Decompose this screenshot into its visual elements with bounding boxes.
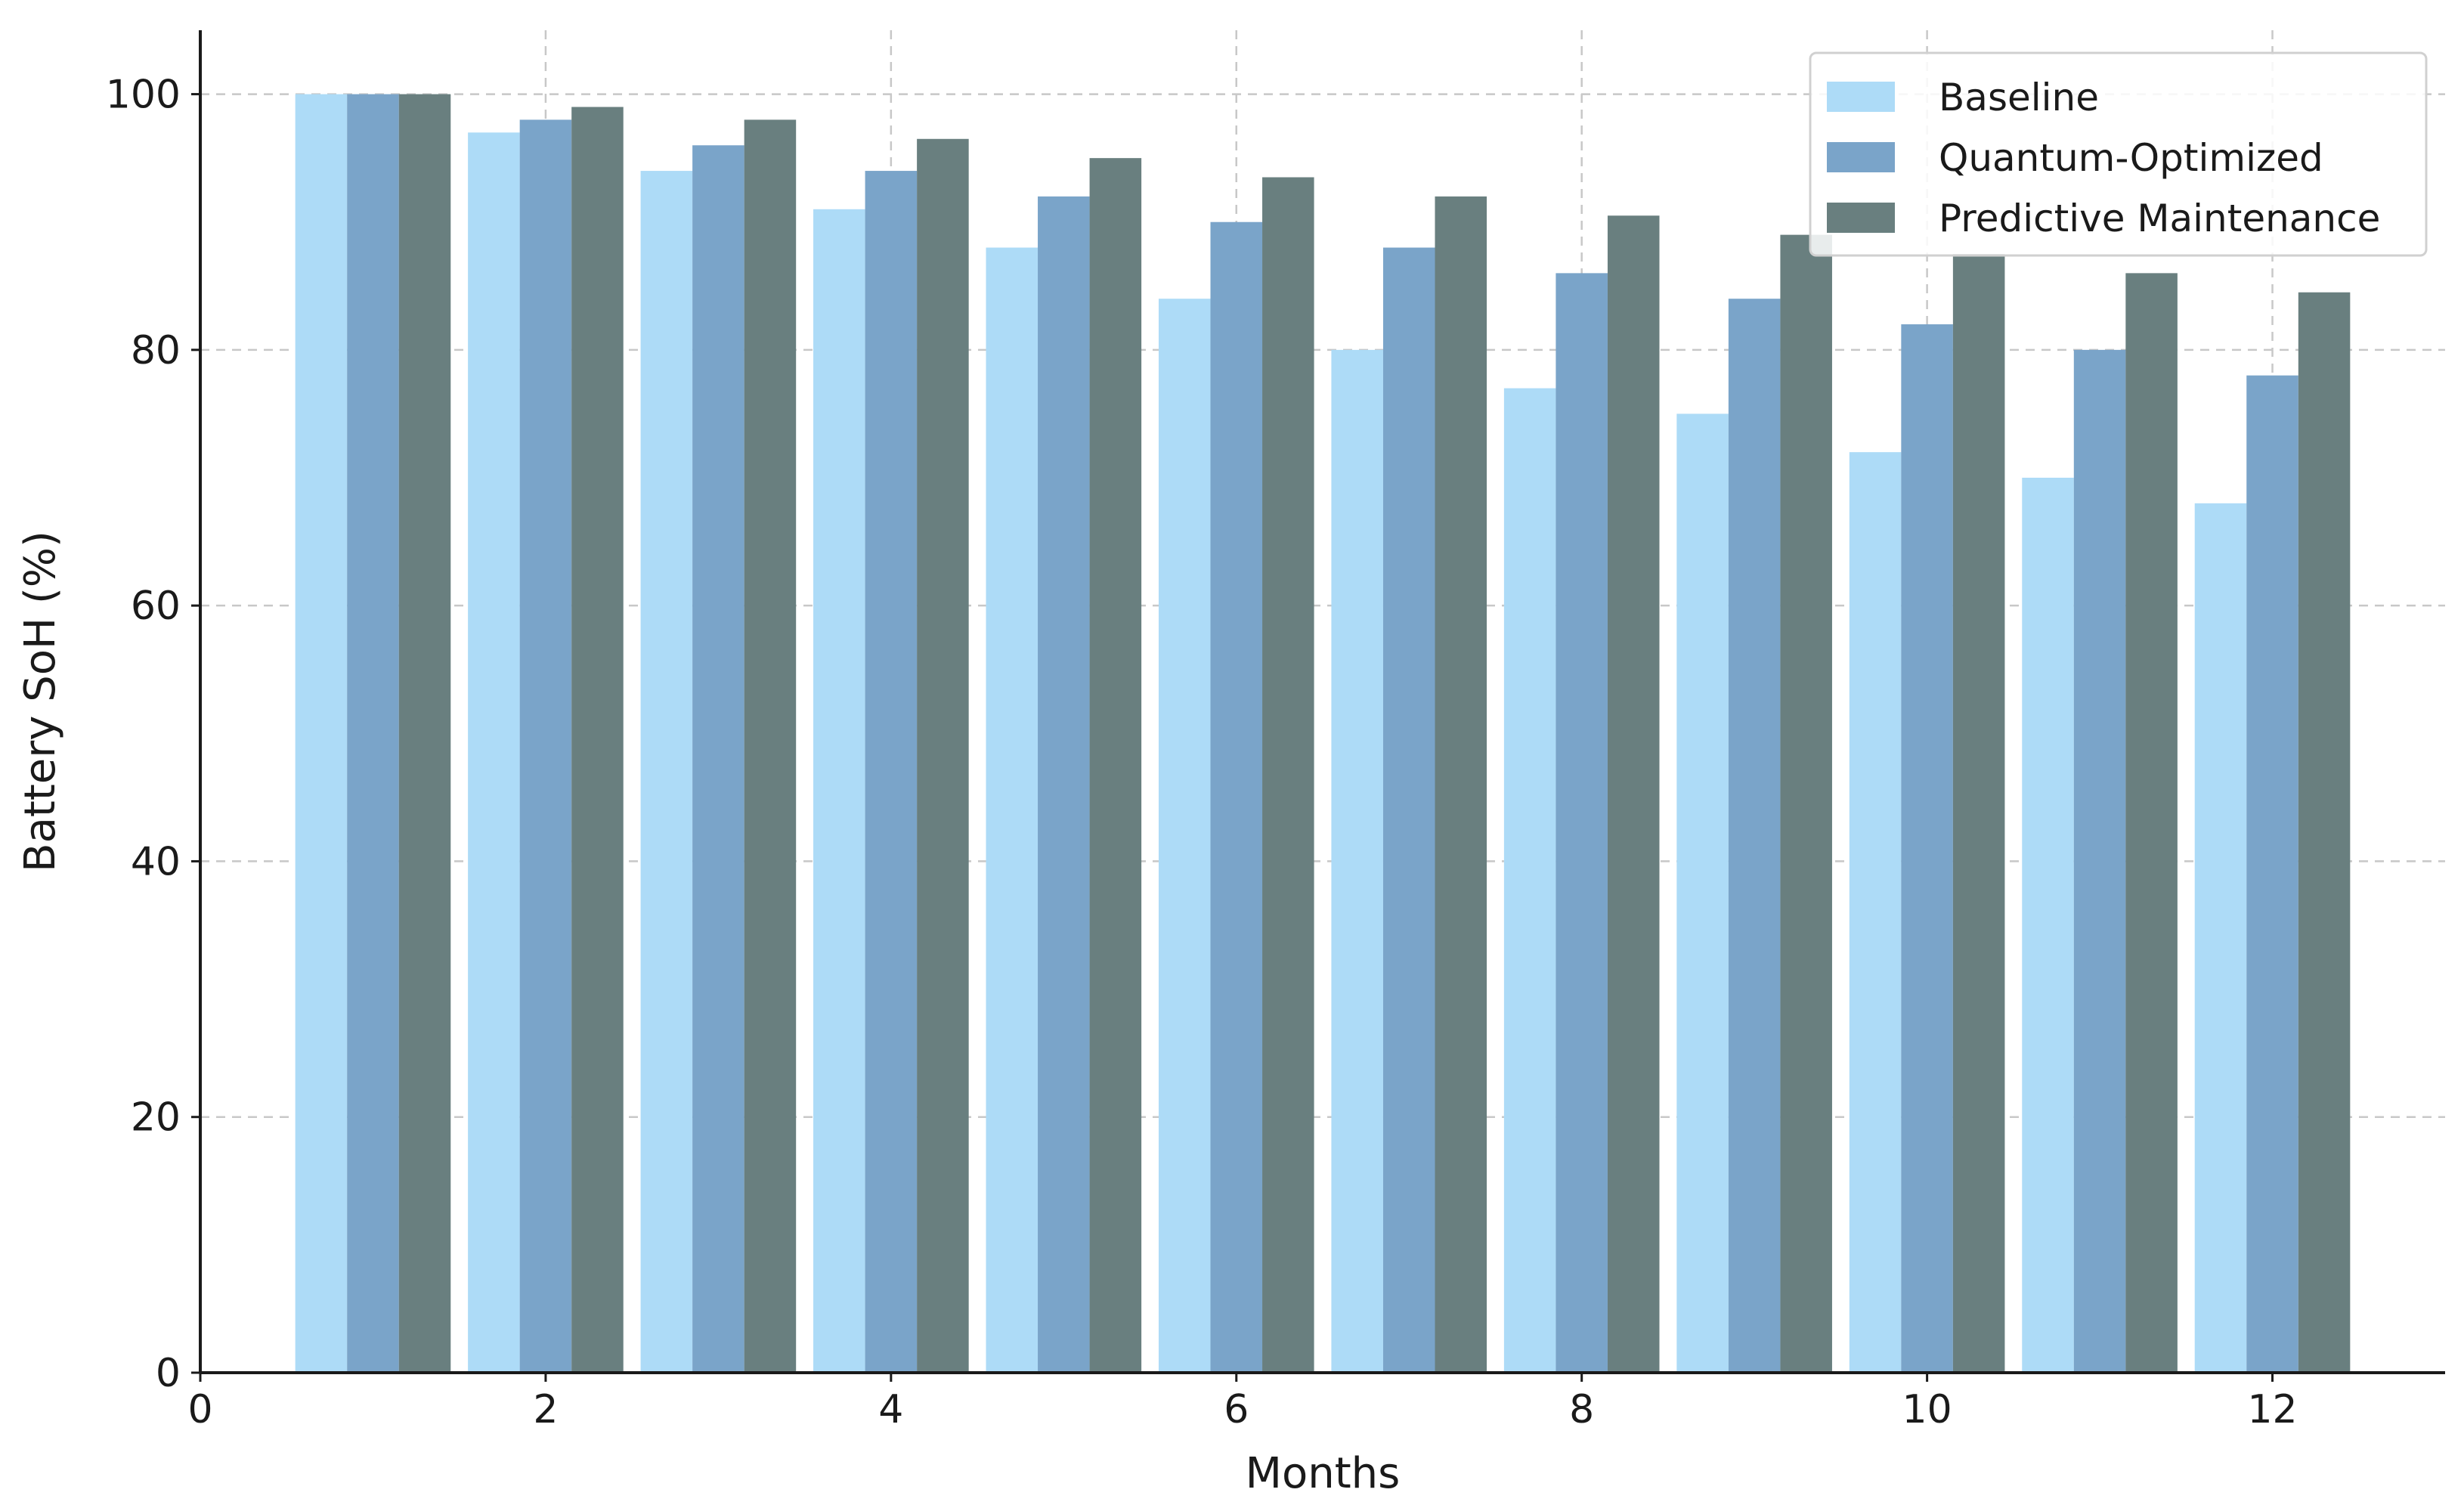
y-tick-label: 80 bbox=[131, 328, 181, 373]
y-tick-label: 100 bbox=[106, 73, 181, 118]
bar-predictive-maintenance-month-12 bbox=[2298, 292, 2351, 1373]
bar-quantum-optimized-month-8 bbox=[1555, 273, 1608, 1373]
legend-label-quantum-optimized: Quantum-Optimized bbox=[1939, 136, 2323, 180]
bar-quantum-optimized-month-6 bbox=[1210, 221, 1263, 1373]
y-tick-label: 60 bbox=[131, 584, 181, 629]
legend-box bbox=[1809, 51, 2428, 257]
legend-label-predictive-maintenance: Predictive Maintenance bbox=[1939, 197, 2380, 240]
bar-predictive-maintenance-month-1 bbox=[398, 94, 451, 1373]
x-tick-label: 0 bbox=[187, 1387, 212, 1432]
axes bbox=[199, 30, 2445, 1374]
bar-baseline-month-8 bbox=[1503, 388, 1556, 1373]
bar-baseline-month-10 bbox=[1849, 452, 1902, 1373]
x-tick-label: 8 bbox=[1569, 1387, 1594, 1432]
y-tick-label: 40 bbox=[131, 839, 181, 884]
legend-swatch-predictive-maintenance bbox=[1827, 203, 1895, 233]
x-tick-label: 10 bbox=[1902, 1387, 1952, 1432]
legend-swatch-quantum-optimized bbox=[1827, 142, 1895, 172]
tick-labels: 0 20 40 60 80 100 0 2 4 6 8 10 12 bbox=[106, 73, 2298, 1432]
y-tick-label: 0 bbox=[156, 1351, 181, 1396]
bar-baseline-month-12 bbox=[2194, 503, 2247, 1373]
bar-predictive-maintenance-month-9 bbox=[1780, 234, 1832, 1373]
bar-predictive-maintenance-month-3 bbox=[744, 119, 797, 1373]
bar-baseline-month-1 bbox=[295, 94, 348, 1373]
bar-predictive-maintenance-month-7 bbox=[1435, 196, 1487, 1373]
legend-swatch-baseline bbox=[1827, 82, 1895, 112]
x-tick-label: 2 bbox=[533, 1387, 558, 1432]
x-tick-label: 4 bbox=[878, 1387, 903, 1432]
bar-baseline-month-7 bbox=[1331, 349, 1383, 1373]
bar-predictive-maintenance-month-8 bbox=[1607, 215, 1660, 1373]
bar-baseline-month-5 bbox=[986, 247, 1039, 1373]
bar-baseline-month-6 bbox=[1158, 299, 1211, 1373]
legend: Baseline Quantum-Optimized Predictive Main… bbox=[1809, 51, 2428, 257]
x-tick-label: 6 bbox=[1224, 1387, 1249, 1432]
bar-quantum-optimized-month-9 bbox=[1728, 299, 1781, 1373]
bar-baseline-month-3 bbox=[640, 171, 693, 1373]
bar-baseline-month-9 bbox=[1676, 413, 1729, 1373]
legend-label-baseline: Baseline bbox=[1939, 76, 2099, 119]
x-axis-title: Months bbox=[1246, 1449, 1401, 1498]
bar-predictive-maintenance-month-11 bbox=[2125, 273, 2178, 1373]
bar-predictive-maintenance-month-4 bbox=[917, 138, 969, 1373]
bar-quantum-optimized-month-1 bbox=[347, 94, 399, 1373]
bar-predictive-maintenance-month-6 bbox=[1262, 177, 1314, 1373]
x-tick-label: 12 bbox=[2247, 1387, 2297, 1432]
bar-baseline-month-2 bbox=[468, 132, 520, 1373]
bar-predictive-maintenance-month-5 bbox=[1089, 158, 1142, 1373]
bar-predictive-maintenance-month-2 bbox=[571, 107, 624, 1373]
bar-predictive-maintenance-month-10 bbox=[1952, 254, 2005, 1373]
bar-baseline-month-4 bbox=[813, 209, 865, 1373]
bar-quantum-optimized-month-7 bbox=[1382, 247, 1435, 1373]
bars bbox=[295, 94, 2351, 1373]
bar-quantum-optimized-month-10 bbox=[1901, 324, 1953, 1373]
bar-baseline-month-11 bbox=[2022, 478, 2074, 1373]
bar-quantum-optimized-month-4 bbox=[865, 171, 918, 1373]
bar-quantum-optimized-month-11 bbox=[2073, 349, 2126, 1373]
y-axis-title: Battery SoH (%) bbox=[16, 531, 65, 872]
bar-quantum-optimized-month-12 bbox=[2246, 375, 2298, 1373]
bar-quantum-optimized-month-2 bbox=[519, 119, 572, 1373]
bar-quantum-optimized-month-3 bbox=[692, 145, 744, 1373]
bar-quantum-optimized-month-5 bbox=[1038, 196, 1090, 1373]
y-tick-label: 20 bbox=[131, 1095, 181, 1141]
